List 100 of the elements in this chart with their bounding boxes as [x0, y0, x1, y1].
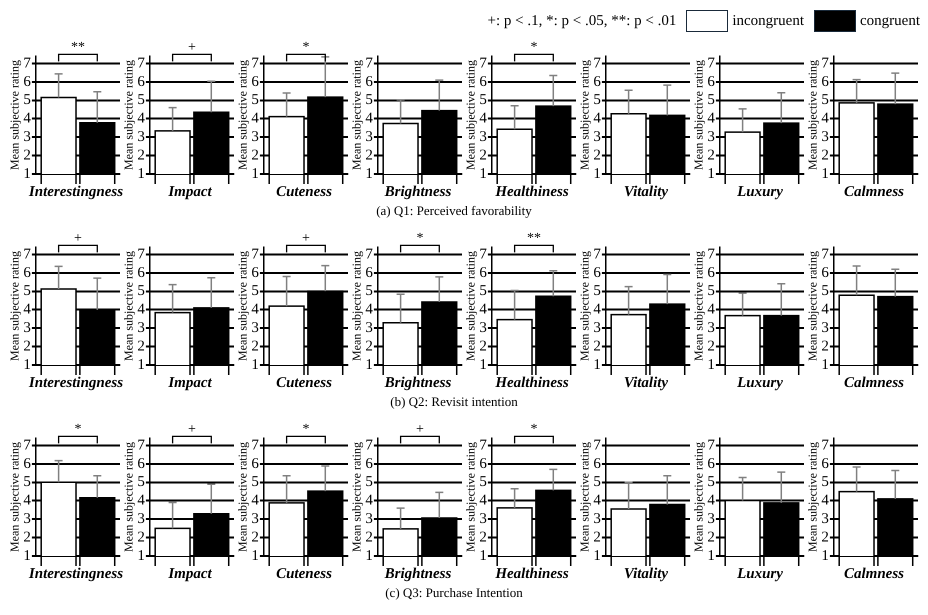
y-tick-label: 2	[137, 530, 145, 546]
y-tick-label: 1	[593, 166, 601, 182]
y-tick-label: 5	[479, 474, 487, 490]
y-tick-label: 7	[479, 246, 488, 262]
y-tick-label: 6	[479, 456, 488, 472]
y-tick-label: 3	[251, 129, 259, 146]
y-tick-label: 7	[707, 246, 716, 262]
y-tick-label: 5	[479, 283, 487, 300]
y-tick-label: 1	[137, 548, 145, 564]
y-tick-label: 4	[23, 492, 32, 509]
y-tick-label: 3	[821, 129, 829, 146]
y-tick-label: 2	[365, 530, 373, 546]
x-axis-title: Vitality	[622, 184, 668, 201]
y-tick-label: 7	[365, 437, 374, 454]
y-axis-title: Mean subjective rating	[463, 251, 478, 361]
y-tick-label: 1	[365, 548, 373, 564]
x-axis-title: Cuteness	[275, 566, 332, 583]
y-tick-label: 7	[593, 246, 602, 262]
y-tick-label: 3	[707, 511, 715, 528]
x-axis-title: Calmness	[842, 566, 904, 583]
y-tick-label: 6	[137, 456, 146, 472]
x-axis-title: Impact	[167, 375, 212, 392]
y-axis-title: Mean subjective rating	[463, 442, 478, 552]
y-tick-label: 3	[593, 320, 601, 336]
y-tick-label: 2	[593, 338, 601, 354]
y-tick-label: 6	[593, 264, 602, 281]
y-tick-label: 6	[23, 74, 32, 90]
y-tick-label: 6	[707, 456, 716, 472]
y-tick-label: 3	[137, 129, 145, 146]
y-tick-label: 2	[23, 148, 31, 164]
y-tick-label: 6	[821, 456, 830, 472]
y-tick-label: 3	[137, 320, 145, 336]
x-axis-title: Vitality	[622, 566, 668, 583]
y-tick-label: 5	[23, 474, 31, 490]
y-tick-label: 3	[707, 129, 715, 146]
y-tick-label: 7	[23, 246, 32, 262]
y-tick-label: 5	[707, 92, 715, 108]
text: (b) Q2: Revisit intention	[390, 394, 518, 410]
y-tick-label: 6	[365, 264, 374, 281]
y-tick-label: 3	[821, 320, 829, 336]
y-tick-label: 1	[707, 356, 715, 373]
y-tick-label: 2	[707, 338, 715, 354]
y-tick-label: 5	[251, 92, 259, 108]
y-tick-label: 2	[593, 530, 601, 546]
y-tick-label: 7	[821, 246, 830, 262]
y-tick-label: 5	[593, 474, 601, 490]
y-tick-label: 3	[365, 320, 373, 336]
text: incongruent	[732, 12, 804, 30]
y-tick-label: 4	[821, 302, 830, 318]
y-tick-label: 6	[137, 264, 146, 281]
y-tick-label: 6	[365, 456, 374, 472]
text: *	[416, 231, 424, 246]
y-tick-label: 6	[251, 456, 260, 472]
y-tick-label: 7	[593, 55, 602, 72]
y-tick-label: 3	[593, 511, 601, 528]
y-tick-label: 2	[23, 530, 31, 546]
y-tick-label: 5	[707, 474, 715, 490]
y-tick-label: 4	[23, 110, 32, 127]
y-tick-label: 1	[707, 166, 715, 182]
y-tick-label: 4	[821, 110, 830, 127]
y-axis-title: Mean subjective rating	[235, 442, 250, 552]
y-tick-label: 5	[23, 92, 31, 108]
y-tick-label: 1	[821, 166, 829, 182]
y-axis-title: Mean subjective rating	[577, 442, 592, 552]
y-tick-label: 7	[23, 55, 32, 72]
y-tick-label: 3	[251, 511, 259, 528]
y-tick-label: 7	[365, 55, 374, 72]
y-tick-label: 4	[137, 492, 146, 509]
y-tick-label: 5	[251, 474, 259, 490]
y-tick-label: 4	[365, 110, 374, 127]
y-axis-title: Mean subjective rating	[349, 442, 364, 552]
y-axis-title: Mean subjective rating	[691, 442, 706, 552]
y-tick-label: 2	[821, 148, 829, 164]
y-tick-label: 1	[593, 548, 601, 564]
y-axis-title: Mean subjective rating	[7, 251, 22, 361]
y-axis-title: Mean subjective rating	[691, 60, 706, 170]
y-tick-label: 3	[23, 129, 31, 146]
x-axis-title: Brightness	[384, 566, 452, 583]
y-tick-label: 4	[23, 302, 32, 318]
y-axis-title: Mean subjective rating	[463, 60, 478, 170]
y-tick-label: 7	[137, 55, 146, 72]
y-tick-label: 1	[821, 548, 829, 564]
text: *	[302, 422, 310, 438]
y-tick-label: 4	[365, 302, 374, 318]
y-tick-label: 5	[821, 92, 829, 108]
y-tick-label: 6	[707, 264, 716, 281]
y-tick-label: 1	[251, 356, 259, 373]
y-tick-label: 6	[479, 74, 488, 90]
y-tick-label: 3	[365, 129, 373, 146]
x-axis-title: Brightness	[384, 184, 452, 201]
text: +	[188, 40, 196, 56]
y-tick-label: 3	[479, 129, 487, 146]
y-tick-label: 1	[479, 548, 487, 564]
x-axis-title: Impact	[167, 184, 212, 201]
y-tick-label: 7	[251, 55, 260, 72]
y-tick-label: 6	[251, 74, 260, 90]
y-tick-label: 1	[479, 356, 487, 373]
x-axis-title: Cuteness	[275, 375, 332, 392]
x-axis-title: Interestingness	[28, 566, 124, 583]
y-tick-label: 3	[479, 320, 487, 336]
